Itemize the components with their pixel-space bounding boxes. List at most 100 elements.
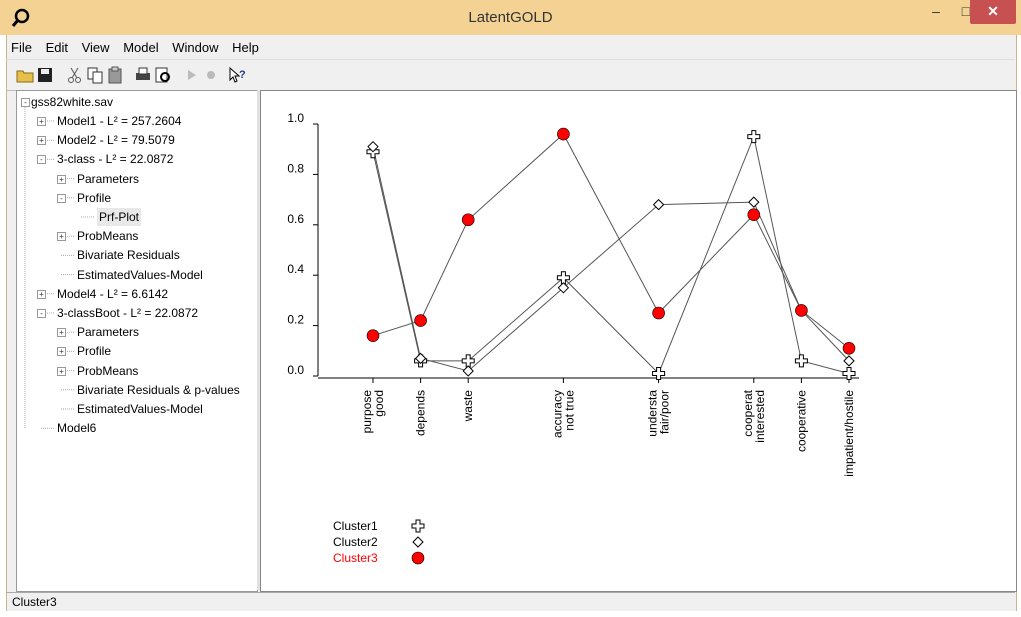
tree-item[interactable]: Parameters <box>77 171 140 186</box>
tree-item[interactable]: 3-class - L² = 22.0872 <box>57 152 174 167</box>
tree-expand-icon[interactable]: + <box>57 232 66 242</box>
copy-icon[interactable] <box>86 66 104 84</box>
context-help-icon[interactable]: ? <box>228 66 246 84</box>
x-tick-label: interested <box>753 390 767 443</box>
series-line-cluster3 <box>372 133 850 349</box>
tree-item[interactable]: EstimatedValues-Model <box>77 267 203 282</box>
point-cluster2 <box>748 196 760 208</box>
close-button[interactable]: ✕ <box>970 0 1016 24</box>
point-cluster1 <box>461 354 475 368</box>
tree-root-label: gss82white.sav <box>31 95 114 109</box>
x-tick-label: accuracy <box>550 390 564 438</box>
point-cluster3 <box>461 213 475 227</box>
tree-expand-icon[interactable]: + <box>37 117 46 126</box>
tree-item[interactable]: ProbMeans <box>77 363 139 378</box>
save-icon[interactable] <box>36 66 54 84</box>
x-tick-label: cooperat <box>741 389 755 436</box>
y-tick-label: 0.6 <box>287 212 304 226</box>
menu-help[interactable]: Help <box>232 40 259 55</box>
toolbar: ? <box>6 59 1015 91</box>
x-tick-label: not true <box>562 390 576 431</box>
point-cluster3 <box>366 329 380 342</box>
pane-splitter[interactable] <box>257 90 260 590</box>
tree-item[interactable]: Model1 - L² = 257.2604 <box>57 114 182 128</box>
menu-window[interactable]: Window <box>172 40 219 55</box>
tree-item[interactable]: Profile <box>77 190 112 205</box>
tree-item[interactable]: Bivariate Residuals & p-values <box>77 382 240 397</box>
tree-expand-icon[interactable]: + <box>57 347 66 357</box>
tree-item[interactable]: Prf-Plot <box>97 208 142 226</box>
legend-marker-cluster1 <box>411 519 425 533</box>
point-cluster3 <box>414 314 427 327</box>
menu-bar: File Edit View Model Window Help <box>6 38 1015 58</box>
point-cluster2 <box>843 355 855 367</box>
x-tick-label: fair/poor <box>658 390 672 434</box>
legend-label-cluster2: Cluster2 <box>333 535 378 549</box>
run-icon[interactable] <box>182 66 200 84</box>
profile-plot: 0.0 0.2 0.4 0.6 0.8 1.0 purpose good depends wast… <box>260 90 1017 592</box>
series-line-cluster1 <box>372 134 850 375</box>
tree-expand-icon[interactable]: + <box>57 174 66 184</box>
tree-collapse-icon[interactable]: - <box>21 98 30 107</box>
legend-label-cluster3: Cluster3 <box>333 551 378 565</box>
point-cluster1 <box>652 366 666 380</box>
point-cluster2 <box>652 198 665 211</box>
tree-item[interactable]: Bivariate Residuals <box>77 248 180 263</box>
tree-collapse-icon[interactable]: - <box>37 309 46 318</box>
print-icon[interactable] <box>134 66 152 84</box>
stop-icon[interactable] <box>202 66 220 84</box>
menu-file[interactable]: File <box>11 40 32 55</box>
legend-marker-cluster3 <box>411 551 425 565</box>
x-tick-label: impatient/hostile <box>842 390 856 477</box>
point-cluster2 <box>557 282 570 294</box>
legend-label-cluster1: Cluster1 <box>333 519 378 533</box>
tree-collapse-icon[interactable]: - <box>37 155 46 165</box>
maximize-button[interactable]: □ <box>961 3 971 19</box>
point-cluster1 <box>747 130 761 144</box>
minimize-button[interactable]: – <box>932 3 940 19</box>
menu-edit[interactable]: Edit <box>45 40 68 55</box>
point-cluster2 <box>367 140 379 153</box>
legend-marker-cluster2 <box>412 536 424 548</box>
tree-item[interactable]: Model6 <box>57 421 97 436</box>
tree-item[interactable]: EstimatedValues-Model <box>77 402 203 416</box>
point-cluster3 <box>652 306 665 320</box>
svg-text:?: ? <box>239 69 246 81</box>
model-tree: gss82white.sav - Model1 - L² = 257.2604 +… <box>16 90 258 592</box>
y-tick-label: 1.0 <box>287 111 304 125</box>
y-tick-label: 0.0 <box>287 363 304 377</box>
title-bar: LatentGOLD – □ ✕ <box>0 0 1021 35</box>
y-tick-label: 0.8 <box>287 161 304 175</box>
point-cluster2 <box>462 365 474 377</box>
x-tick-label: depends <box>414 390 428 436</box>
app-logo-icon <box>11 8 30 27</box>
window-title: LatentGOLD <box>468 9 553 26</box>
tree-expand-icon[interactable]: + <box>37 136 46 146</box>
tree-item[interactable]: Profile <box>77 344 112 359</box>
point-cluster3 <box>842 341 856 355</box>
menu-model[interactable]: Model <box>123 40 159 55</box>
print-preview-icon[interactable] <box>154 66 172 84</box>
tree-root-file[interactable]: gss82white.sav <box>31 93 113 111</box>
tree-item[interactable]: Model2 - L² = 79.5079 <box>57 133 175 148</box>
tree-expand-icon[interactable]: + <box>37 289 46 299</box>
status-text: Cluster3 <box>12 595 57 609</box>
tree-expand-icon[interactable]: + <box>57 366 66 376</box>
tree-item[interactable]: Model4 - L² = 6.6142 <box>57 286 169 301</box>
x-tick-label: purpose <box>360 390 374 434</box>
tree-item[interactable]: 3-classBoot - L² = 22.0872 <box>57 306 199 320</box>
open-folder-icon[interactable] <box>16 66 34 84</box>
y-tick-label: 0.2 <box>287 313 304 327</box>
cut-icon[interactable] <box>66 66 84 84</box>
tree-item[interactable]: Parameters <box>77 325 140 340</box>
series-line-cluster2 <box>372 146 850 372</box>
tree-expand-icon[interactable]: + <box>57 328 66 338</box>
paste-icon[interactable] <box>106 66 124 84</box>
x-tick-label: cooperative <box>794 390 808 452</box>
menu-view[interactable]: View <box>81 40 110 55</box>
y-tick-label: 0.4 <box>287 262 304 276</box>
tree-collapse-icon[interactable]: - <box>57 193 66 203</box>
tree-item[interactable]: ProbMeans <box>77 229 139 244</box>
x-tick-label: waste <box>461 390 475 423</box>
